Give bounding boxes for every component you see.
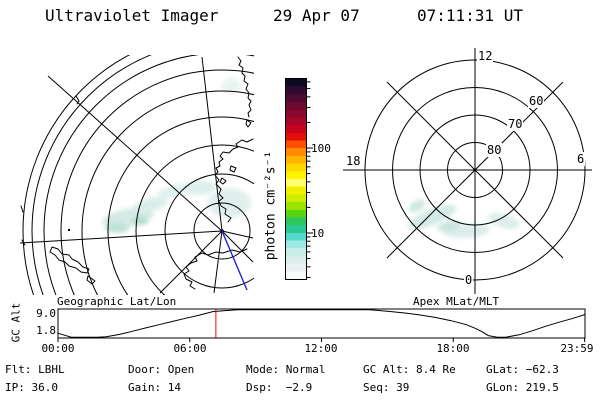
mlat-label-70: 70: [507, 117, 524, 131]
coastlines: [20, 56, 254, 290]
orbit-track-line: [221, 230, 248, 291]
status-glat: GLat: −62.3: [486, 363, 559, 376]
colorbar-tick-100: 100: [311, 142, 331, 155]
map-latlon-grid: [20, 55, 254, 295]
mlt-label-0: 0: [464, 273, 474, 287]
xtick-1800: 18:00: [436, 342, 470, 355]
caption-apex: Apex MLat/MLT: [413, 295, 500, 308]
status-dsp: Dsp: −2.9: [246, 381, 313, 394]
gc-alt-ylabel: GC Alt: [9, 302, 23, 343]
status-ip: IP: 36.0: [5, 381, 58, 394]
colorbar: [285, 78, 307, 280]
mlat-label-80: 80: [486, 143, 503, 157]
xtick-0000: 00:00: [41, 342, 75, 355]
status-seq: Seq: 39: [363, 381, 410, 394]
xtick-2359: 23:59: [560, 342, 594, 355]
colorbar-ticks: [306, 81, 313, 278]
caption-geographic: Geographic Lat/Lon: [57, 295, 177, 308]
xtick-0600: 06:00: [173, 342, 207, 355]
colorbar-unit-label: photon cm⁻²s⁻¹: [263, 150, 279, 261]
status-door: Door: Open: [128, 363, 195, 376]
status-gc-alt: GC Alt: 8.4 Re: [363, 363, 456, 376]
status-glon: GLon: 219.5: [486, 381, 559, 394]
xtick-1200: 12:00: [304, 342, 338, 355]
mlat-label-60: 60: [528, 94, 545, 108]
title-date: 29 Apr 07: [273, 6, 360, 25]
status-flt: Flt: LBHL: [5, 363, 65, 376]
ytick-1-8: 1.8: [36, 324, 56, 337]
mlt-label-12: 12: [477, 49, 494, 63]
geographic-map-panel: [20, 55, 254, 295]
status-mode: Mode: Normal: [246, 363, 326, 376]
polar-mlat-mlt-grid: [343, 48, 592, 294]
colorbar-tick-10: 10: [311, 227, 325, 240]
polar-aurora-emission: [407, 199, 520, 239]
title-time: 07:11:31 UT: [417, 6, 523, 25]
status-gain: Gain: 14: [128, 381, 181, 394]
ytick-9: 9.0: [36, 307, 56, 320]
map-aurora-emission: [102, 78, 251, 233]
title-instrument: Ultraviolet Imager: [45, 6, 219, 25]
gc-alt-plot: [57, 308, 586, 342]
mlt-label-18: 18: [345, 154, 362, 168]
mlt-label-6: 6: [576, 152, 586, 166]
